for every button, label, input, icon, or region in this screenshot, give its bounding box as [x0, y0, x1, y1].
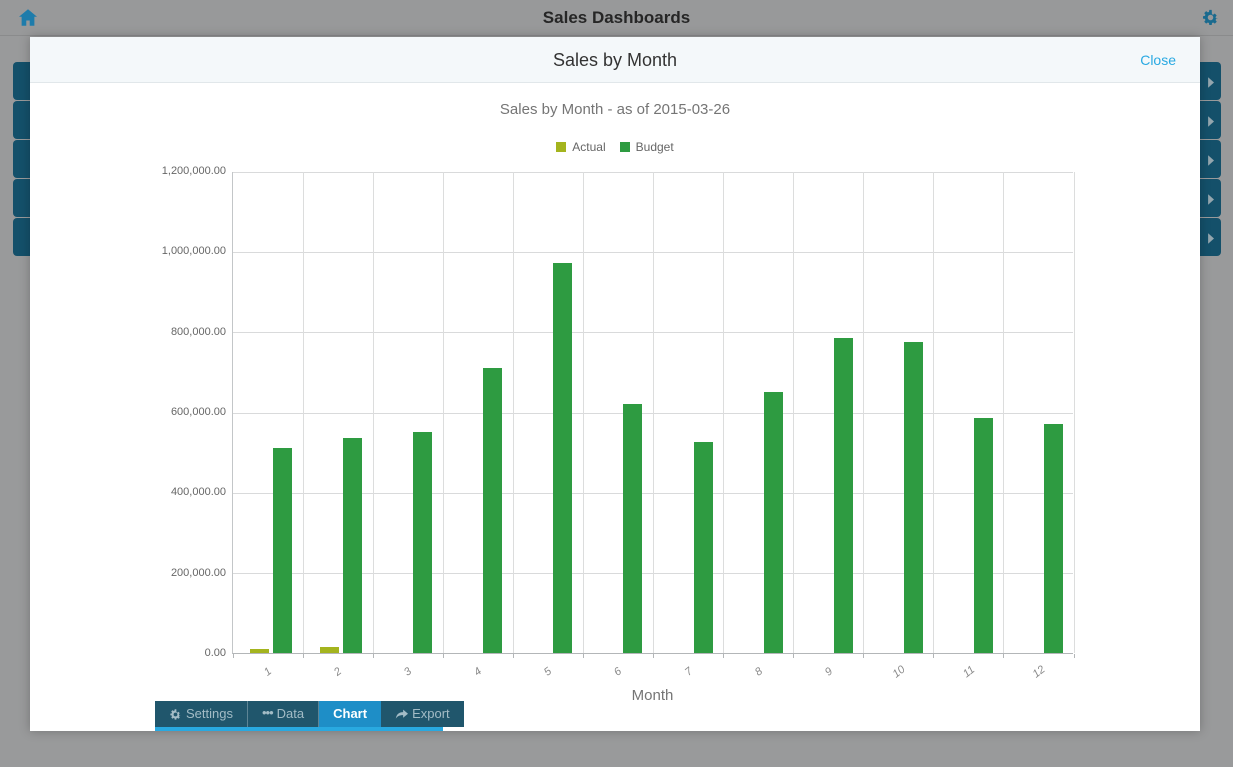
x-axis-tick [793, 654, 795, 658]
gear-icon [169, 708, 182, 721]
chart-legend: Actual Budget [30, 140, 1200, 154]
y-tick-label: 600,000.00 [170, 406, 226, 418]
bar-actual-month-2[interactable] [320, 646, 340, 653]
tab-export[interactable]: Export [381, 701, 464, 727]
x-axis-tick [1073, 654, 1075, 658]
tab-data[interactable]: ••• Data [247, 701, 320, 727]
gridline-v [442, 172, 444, 653]
tab-bar: Settings ••• Data Chart Export [155, 701, 464, 727]
x-axis-tick [933, 654, 935, 658]
gridline-v [653, 172, 654, 653]
x-tick-label: 9 [822, 665, 835, 679]
tab-label: Chart [333, 706, 368, 721]
tab-label: Data [276, 706, 305, 721]
y-tick-label: 800,000.00 [170, 325, 226, 338]
legend-label: Actual [572, 140, 606, 154]
y-tick-label: 1,000,000.00 [161, 245, 226, 258]
gridline-v [793, 172, 795, 653]
x-axis-tick [302, 654, 304, 658]
y-tick-label: 400,000.00 [170, 486, 226, 499]
app-title: Sales Dashboards [542, 8, 691, 27]
bar-budget-month-10[interactable] [903, 341, 923, 653]
legend-item-budget[interactable]: Budget [619, 140, 674, 154]
tab-settings[interactable]: Settings [155, 701, 248, 727]
bar-budget-month-7[interactable] [693, 442, 713, 653]
tab-active-strip [155, 727, 443, 731]
x-axis-tick [863, 654, 865, 658]
modal-title: Sales by Month [552, 50, 678, 70]
x-tick-label: 1 [261, 665, 275, 679]
share-icon [395, 709, 409, 720]
x-axis-tick [232, 654, 234, 658]
chevron-right-icon [1207, 75, 1214, 93]
tab-chart[interactable]: Chart [319, 701, 382, 727]
x-tick-label: 4 [472, 665, 485, 679]
legend-label: Budget [635, 140, 674, 154]
legend-item-actual[interactable]: Actual [556, 140, 606, 154]
gridline-v [723, 172, 725, 653]
gridline-v [1073, 172, 1075, 653]
x-tick-label: 3 [402, 665, 415, 679]
x-tick-label: 6 [612, 665, 625, 679]
tab-label: Export [412, 706, 450, 721]
x-axis-tick [442, 654, 444, 658]
x-axis-tick [372, 654, 374, 658]
x-tick-label: 8 [752, 665, 765, 679]
gridline-v [933, 172, 935, 653]
bar-budget-month-8[interactable] [763, 391, 783, 653]
x-axis-tick [582, 654, 584, 658]
gridline-v [512, 172, 514, 653]
y-tick-label: 0.00 [204, 647, 226, 659]
bar-budget-month-3[interactable] [413, 432, 433, 653]
bar-budget-month-1[interactable] [273, 448, 293, 653]
legend-swatch [619, 142, 630, 152]
y-tick-label: 1,200,000.00 [161, 165, 226, 177]
modal: Sales by Month Close Sales by Month - as… [30, 37, 1200, 731]
gridline-v [863, 172, 865, 653]
x-tick-label: 12 [1030, 663, 1048, 681]
modal-header: Sales by Month Close [30, 37, 1200, 83]
x-axis-tick [512, 654, 514, 658]
chevron-right-icon [1207, 192, 1214, 210]
x-tick-label: 2 [332, 665, 345, 679]
chevron-right-icon [1207, 114, 1214, 132]
x-axis-tick [723, 654, 725, 658]
gridline-v [582, 172, 584, 653]
gridline-v [302, 172, 304, 653]
chart-title: Sales by Month - as of 2015-03-26 [499, 101, 731, 118]
gear-icon[interactable] [1201, 8, 1220, 32]
legend-swatch [556, 142, 567, 152]
x-tick-label: 10 [890, 663, 908, 681]
bar-budget-month-9[interactable] [833, 337, 853, 653]
tab-label: Settings [186, 706, 233, 721]
top-bar: Sales Dashboards [0, 0, 1233, 36]
x-axis-tick [653, 654, 654, 658]
x-tick-label: 7 [682, 665, 695, 679]
chart-plot-area: 1 2 3 4 5 6 7 8 9 10 11 12 [232, 171, 1075, 680]
chevron-right-icon [1207, 231, 1214, 249]
x-tick-label: 11 [960, 663, 978, 681]
bar-budget-month-12[interactable] [1043, 424, 1063, 653]
x-axis-tick [1003, 654, 1005, 658]
x-tick-label: 5 [542, 665, 555, 679]
x-axis-title: Month [631, 687, 674, 704]
bar-actual-month-1[interactable] [250, 648, 270, 653]
bar-budget-month-6[interactable] [623, 403, 643, 653]
close-button[interactable]: Close [1140, 52, 1176, 68]
y-tick-label: 200,000.00 [170, 566, 226, 579]
ellipsis-icon: ••• [261, 705, 274, 720]
bar-budget-month-2[interactable] [343, 438, 363, 653]
bar-budget-month-11[interactable] [973, 418, 993, 653]
gridline-v [372, 172, 374, 653]
bar-budget-month-5[interactable] [553, 263, 573, 653]
chevron-right-icon [1207, 153, 1214, 171]
home-icon[interactable] [19, 9, 37, 31]
bar-budget-month-4[interactable] [483, 367, 503, 653]
gridline-v [1003, 172, 1005, 653]
